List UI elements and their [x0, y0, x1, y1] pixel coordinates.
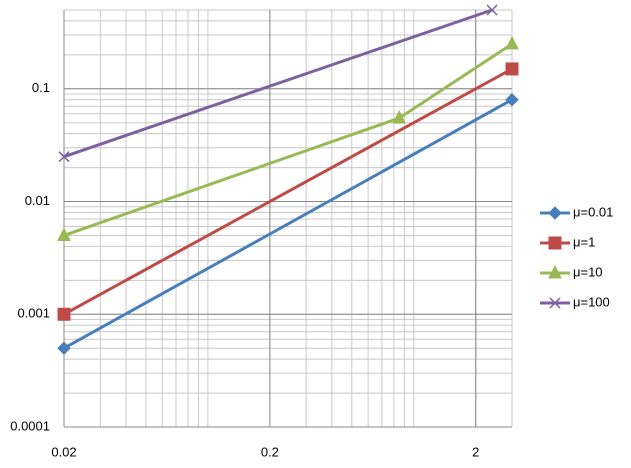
series-line	[63, 8, 493, 159]
marker	[58, 151, 70, 163]
legend-marker	[549, 297, 561, 309]
legend-label: μ=10	[573, 264, 603, 279]
legend-marker	[548, 206, 562, 220]
y-tick-label: 0.001	[17, 306, 50, 321]
x-tick-label: 2	[472, 444, 479, 459]
legend-label: μ=100	[573, 294, 610, 309]
x-tick-label: 0.2	[261, 444, 279, 459]
series-line	[63, 98, 513, 350]
x-tick-label: 0.02	[51, 444, 76, 459]
legend-marker	[548, 264, 562, 279]
marker	[57, 227, 71, 241]
y-tick-label: 0.0001	[10, 418, 50, 433]
y-tick-label: 0.01	[25, 193, 50, 208]
series-line	[63, 67, 513, 316]
legend-label: μ=0.01	[573, 204, 613, 219]
marker	[392, 109, 407, 124]
marker	[505, 93, 519, 107]
marker	[505, 35, 519, 50]
legend-label: μ=1	[573, 234, 595, 249]
marker	[57, 307, 71, 321]
marker	[505, 62, 519, 76]
marker	[57, 341, 71, 355]
y-tick-label: 0.1	[32, 80, 50, 95]
legend-marker	[548, 236, 562, 250]
marker	[486, 4, 498, 16]
